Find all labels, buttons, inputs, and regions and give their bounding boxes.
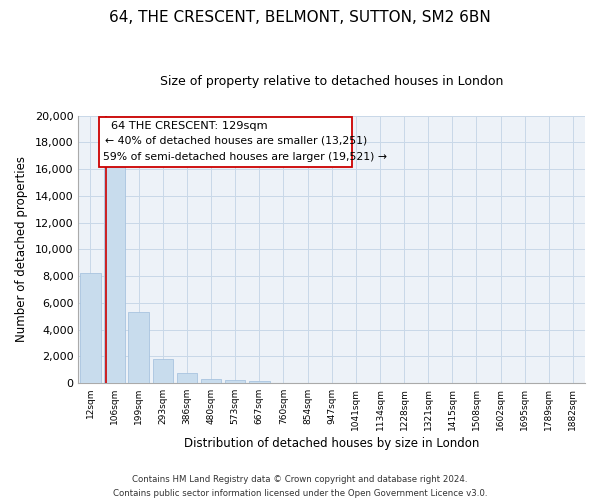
Bar — [249, 381, 269, 383]
Text: 59% of semi-detached houses are larger (19,521) →: 59% of semi-detached houses are larger (… — [103, 152, 387, 162]
Text: ← 40% of detached houses are smaller (13,251): ← 40% of detached houses are smaller (13… — [105, 136, 367, 145]
Bar — [80, 274, 101, 383]
Bar — [225, 380, 245, 383]
Title: Size of property relative to detached houses in London: Size of property relative to detached ho… — [160, 75, 503, 88]
Text: Contains HM Land Registry data © Crown copyright and database right 2024.
Contai: Contains HM Land Registry data © Crown c… — [113, 476, 487, 498]
Text: 64 THE CRESCENT: 129sqm: 64 THE CRESCENT: 129sqm — [112, 122, 268, 132]
Bar — [177, 373, 197, 383]
Y-axis label: Number of detached properties: Number of detached properties — [15, 156, 28, 342]
Bar — [104, 162, 125, 383]
FancyBboxPatch shape — [98, 118, 352, 167]
Bar — [128, 312, 149, 383]
Text: 64, THE CRESCENT, BELMONT, SUTTON, SM2 6BN: 64, THE CRESCENT, BELMONT, SUTTON, SM2 6… — [109, 10, 491, 25]
Bar — [152, 359, 173, 383]
Bar — [201, 379, 221, 383]
X-axis label: Distribution of detached houses by size in London: Distribution of detached houses by size … — [184, 437, 479, 450]
